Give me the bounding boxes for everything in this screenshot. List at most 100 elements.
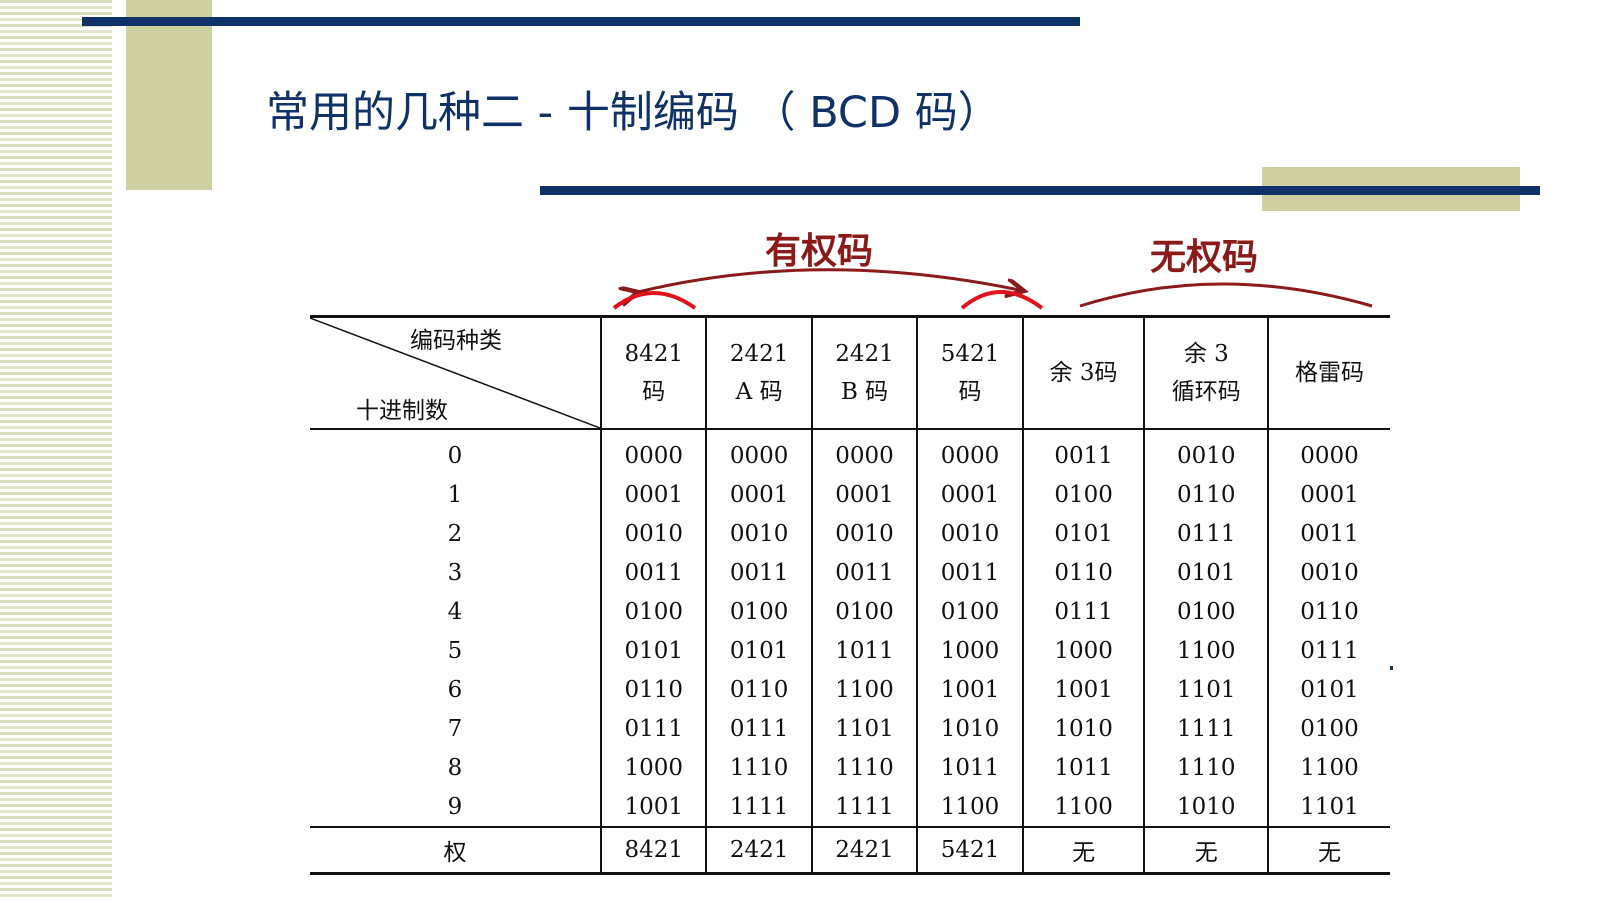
table-row: 4 0100 0100 0100 0100 0111 0100 0110 <box>310 592 1390 631</box>
code-cell: 1100 <box>1267 748 1390 787</box>
weight-cell: 无 <box>1267 827 1390 874</box>
weight-cell: 无 <box>1143 827 1269 874</box>
code-cell: 0110 <box>1021 553 1145 592</box>
code-cell: 1111 <box>1143 709 1269 748</box>
bcd-code-table: 编码种类 十进制数 8421 码 2421 A 码 2421 B 码 5421 … <box>310 315 1390 875</box>
code-cell: 0111 <box>705 709 812 748</box>
code-cell: 1111 <box>810 787 918 827</box>
code-cell: 1000 <box>599 748 707 787</box>
code-cell: 0010 <box>705 514 812 553</box>
code-cell: 0010 <box>1143 429 1269 475</box>
code-cell: 0100 <box>599 592 707 631</box>
code-cell: 0010 <box>916 514 1023 553</box>
code-cell: 0001 <box>916 475 1023 514</box>
code-cell: 0001 <box>810 475 918 514</box>
table-row: 3 0011 0011 0011 0011 0110 0101 0010 <box>310 553 1390 592</box>
code-cell: 0111 <box>1267 631 1390 670</box>
code-cell: 0101 <box>1143 553 1269 592</box>
code-cell: 1011 <box>916 748 1023 787</box>
weight-row: 权 8421 2421 2421 5421 无 无 无 <box>310 827 1390 874</box>
code-cell: 0101 <box>1021 514 1145 553</box>
code-cell: 0111 <box>599 709 707 748</box>
code-cell: 1010 <box>916 709 1023 748</box>
code-cell: 0001 <box>1267 475 1390 514</box>
diagonal-divider <box>310 318 600 428</box>
code-cell: 0111 <box>1021 592 1145 631</box>
code-cell: 1010 <box>1143 787 1269 827</box>
weighted-codes-label: 有权码 <box>765 231 874 272</box>
code-cell: 0100 <box>1267 709 1390 748</box>
code-cell: 1001 <box>916 670 1023 709</box>
circle-mark-8421 <box>612 291 697 310</box>
code-cell: 1111 <box>705 787 812 827</box>
code-cell: 1100 <box>810 670 918 709</box>
code-cell: 0110 <box>1267 592 1390 631</box>
table-row: 2 0010 0010 0010 0010 0101 0111 0011 <box>310 514 1390 553</box>
left-stripe-decoration <box>0 0 112 900</box>
code-cell: 0101 <box>1267 670 1390 709</box>
column-header-2421a: 2421 A 码 <box>705 316 812 429</box>
code-cell: 1100 <box>916 787 1023 827</box>
unweighted-codes-label: 无权码 <box>1150 237 1259 278</box>
code-cell: 1001 <box>1021 670 1145 709</box>
slide-title: 常用的几种二 - 十制编码 （ BCD 码） <box>266 88 1001 138</box>
decimal-digit-cell: 4 <box>447 598 463 625</box>
decimal-digit-cell: 2 <box>447 520 463 547</box>
column-header-8421: 8421 码 <box>599 316 707 429</box>
code-cell: 0100 <box>810 592 918 631</box>
code-cell: 0100 <box>1021 475 1145 514</box>
table-body: 0 0000 0000 0000 0000 0011 0010 0000 1 0001 0001 00… <box>310 429 1390 827</box>
column-header-excess3: 余 3码 <box>1021 316 1145 429</box>
code-cell: 1100 <box>1021 787 1145 827</box>
code-cell: 0001 <box>705 475 812 514</box>
code-cell: 1011 <box>810 631 918 670</box>
code-cell: 0000 <box>599 429 707 475</box>
decimal-digit-cell: 1 <box>447 481 463 508</box>
decimal-digit-cell: 9 <box>447 793 463 820</box>
code-cell: 0000 <box>1267 429 1390 475</box>
weight-label: 权 <box>443 840 467 866</box>
code-cell: 0110 <box>1143 475 1269 514</box>
code-cell: 0011 <box>1267 514 1390 553</box>
code-cell: 0101 <box>599 631 707 670</box>
bracket-annotations <box>612 268 1373 310</box>
decimal-digit-cell: 0 <box>447 442 463 469</box>
decimal-digit-cell: 3 <box>447 559 463 586</box>
code-cell: 0001 <box>599 475 707 514</box>
weight-cell: 2421 <box>705 827 812 874</box>
code-type-label: 编码种类 <box>410 328 502 354</box>
table-row: 9 1001 1111 1111 1100 1100 1010 1101 <box>310 787 1390 827</box>
code-cell: 0000 <box>916 429 1023 475</box>
unweighted-bracket-arc <box>1079 282 1373 308</box>
code-cell: 1000 <box>916 631 1023 670</box>
code-cell: 0111 <box>1143 514 1269 553</box>
code-cell: 0000 <box>705 429 812 475</box>
column-header-5421: 5421 码 <box>916 316 1023 429</box>
code-cell: 0010 <box>1267 553 1390 592</box>
decimal-number-label: 十进制数 <box>356 398 448 424</box>
code-cell: 0110 <box>705 670 812 709</box>
table-row: 1 0001 0001 0001 0001 0100 0110 0001 <box>310 475 1390 514</box>
table-row: 0 0000 0000 0000 0000 0011 0010 0000 <box>310 429 1390 475</box>
code-cell: 1101 <box>1267 787 1390 827</box>
code-cell: 0000 <box>810 429 918 475</box>
code-cell: 0110 <box>599 670 707 709</box>
code-cell: 0100 <box>1143 592 1269 631</box>
code-cell: 0011 <box>1021 429 1145 475</box>
circle-mark-5421 <box>960 290 1044 310</box>
column-header-gray: 格雷码 <box>1267 316 1390 429</box>
code-cell: 0100 <box>705 592 812 631</box>
decimal-digit-cell: 8 <box>447 754 463 781</box>
column-header-excess3-cyclic: 余 3 循环码 <box>1143 316 1269 429</box>
code-cell: 1000 <box>1021 631 1145 670</box>
code-cell: 0011 <box>705 553 812 592</box>
code-cell: 1001 <box>599 787 707 827</box>
table-row: 5 0101 0101 1011 1000 1000 1100 0111 <box>310 631 1390 670</box>
code-cell: 1100 <box>1143 631 1269 670</box>
code-cell: 1110 <box>810 748 918 787</box>
edge-mark <box>1390 666 1393 670</box>
top-rule-bar <box>82 17 1080 26</box>
column-header-2421b: 2421 B 码 <box>810 316 918 429</box>
table-header-row: 编码种类 十进制数 8421 码 2421 A 码 2421 B 码 5421 … <box>310 316 1390 429</box>
weight-cell: 无 <box>1021 827 1145 874</box>
